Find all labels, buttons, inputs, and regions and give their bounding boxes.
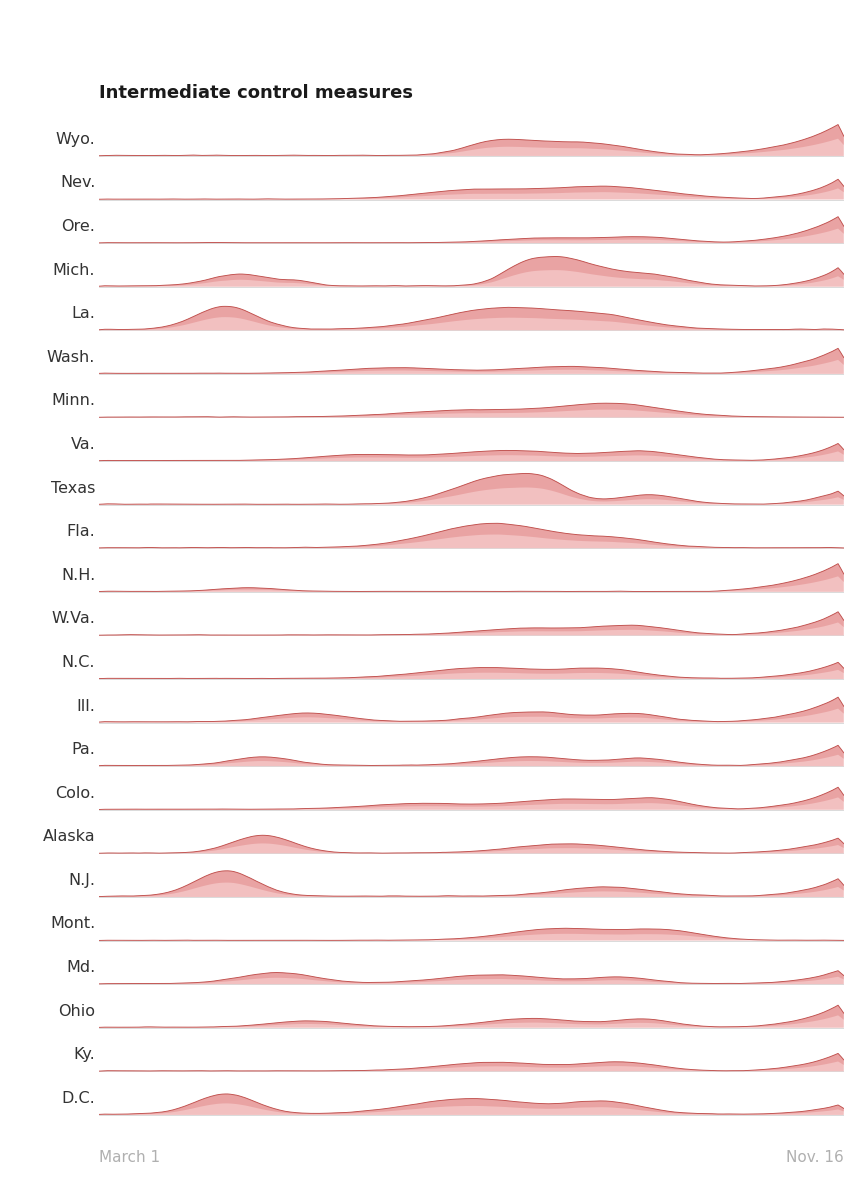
Text: Md.: Md. — [66, 960, 96, 976]
Text: Minn.: Minn. — [52, 394, 96, 408]
Text: N.C.: N.C. — [62, 655, 96, 670]
Text: La.: La. — [71, 306, 96, 322]
Text: Fla.: Fla. — [66, 524, 96, 539]
Text: Ill.: Ill. — [77, 698, 96, 714]
Text: W.Va.: W.Va. — [52, 611, 96, 626]
Text: Mich.: Mich. — [53, 263, 96, 277]
Text: Pa.: Pa. — [71, 742, 96, 757]
Text: D.C.: D.C. — [61, 1091, 96, 1106]
Text: Wyo.: Wyo. — [56, 132, 96, 146]
Text: March 1: March 1 — [99, 1150, 160, 1164]
Text: Intermediate control measures: Intermediate control measures — [99, 84, 413, 102]
Text: Va.: Va. — [71, 437, 96, 452]
Text: N.J.: N.J. — [68, 872, 96, 888]
Text: Ky.: Ky. — [73, 1048, 96, 1062]
Text: Nev.: Nev. — [60, 175, 96, 191]
Text: Colo.: Colo. — [55, 786, 96, 800]
Text: Ore.: Ore. — [61, 220, 96, 234]
Text: Texas: Texas — [51, 481, 96, 496]
Text: Ohio: Ohio — [59, 1003, 96, 1019]
Text: Nov. 16: Nov. 16 — [786, 1150, 844, 1164]
Text: Alaska: Alaska — [43, 829, 96, 845]
Text: N.H.: N.H. — [61, 568, 96, 583]
Text: Wash.: Wash. — [46, 350, 96, 365]
Text: Mont.: Mont. — [50, 917, 96, 931]
